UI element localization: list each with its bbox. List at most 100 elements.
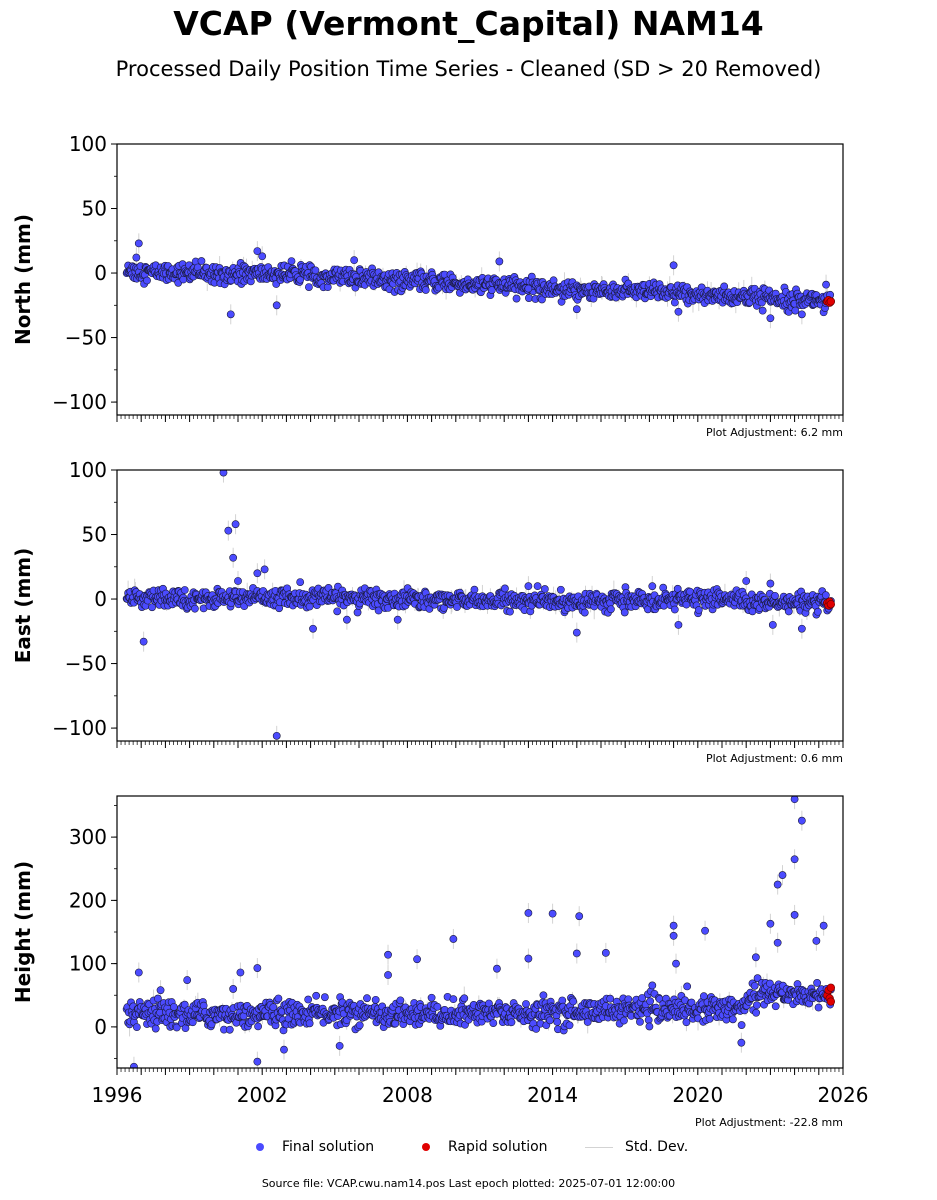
final-point <box>512 294 521 303</box>
y-tick-label: 0 <box>94 261 107 285</box>
final-point-outlier <box>272 731 281 740</box>
final-point <box>556 585 565 594</box>
final-point <box>333 607 342 616</box>
final-point-outlier <box>766 919 775 928</box>
final-point-outlier <box>493 964 501 973</box>
final-point-outlier <box>672 959 680 968</box>
final-point-outlier <box>778 871 787 879</box>
final-point-outlier <box>768 620 777 629</box>
final-point-outlier <box>797 816 806 825</box>
final-point-outlier <box>413 955 421 964</box>
final-point <box>580 608 589 617</box>
final-point-outlier <box>819 921 828 930</box>
final-point <box>533 582 542 591</box>
final-point <box>694 606 703 614</box>
final-point <box>813 607 822 616</box>
final-point <box>728 1015 737 1024</box>
final-point <box>565 1021 574 1030</box>
final-point <box>687 998 696 1007</box>
final-point <box>771 591 779 600</box>
final-point-outlier <box>766 314 775 323</box>
final-point <box>569 997 578 1006</box>
final-point-outlier <box>548 909 557 918</box>
final-point-outlier <box>751 953 760 962</box>
final-points <box>122 796 835 1068</box>
final-point <box>644 1016 653 1024</box>
final-point <box>421 286 430 294</box>
final-point <box>752 1001 761 1010</box>
final-point-outlier <box>773 938 782 947</box>
rapid-points <box>823 296 836 307</box>
final-point-outlier <box>701 926 709 935</box>
final-point <box>532 1024 541 1033</box>
final-point-outlier <box>253 569 262 578</box>
y-tick-label: 50 <box>82 197 107 221</box>
final-point <box>501 584 509 593</box>
final-point <box>180 586 189 594</box>
final-point <box>311 266 320 275</box>
panel-east: −100 −50 0 50 100 East (mm) Plot Adjustment: 0… <box>11 458 844 765</box>
y-tick-label: 100 <box>69 458 107 482</box>
x-tick-label: 2020 <box>672 1083 723 1107</box>
final-point <box>449 995 458 1004</box>
final-point-outlier <box>350 256 359 265</box>
final-point <box>648 981 657 990</box>
final-point <box>670 605 679 614</box>
std-dev-bars <box>129 796 832 1068</box>
final-point <box>305 283 313 291</box>
final-points <box>122 470 835 740</box>
final-point-outlier <box>669 261 678 270</box>
final-point <box>670 298 679 307</box>
final-point <box>538 295 546 304</box>
final-point <box>636 1018 644 1026</box>
final-point-outlier <box>524 582 533 591</box>
final-point <box>371 995 380 1004</box>
final-point-outlier <box>335 1041 344 1050</box>
final-point <box>180 1000 189 1009</box>
y-tick-label: 0 <box>94 1015 107 1039</box>
final-point-outlier <box>260 565 269 574</box>
final-point-outlier <box>130 1062 138 1068</box>
final-point-outlier <box>134 239 143 248</box>
final-point <box>507 1018 516 1027</box>
final-point <box>312 991 321 1000</box>
y-axis-label: North (mm) <box>11 214 35 345</box>
data-layer <box>122 796 836 1068</box>
final-point-outlier <box>495 257 504 266</box>
final-point <box>188 1018 197 1027</box>
final-point-outlier <box>601 948 610 957</box>
rapid-point <box>826 297 836 306</box>
final-point <box>750 981 759 990</box>
final-point-outlier <box>524 284 533 293</box>
final-point <box>813 979 822 987</box>
final-point-outlier <box>572 628 581 637</box>
legend-std: Std. Dev. <box>585 1136 688 1158</box>
final-point <box>363 994 371 1003</box>
plot-adjustment-note: Plot Adjustment: -22.8 mm <box>695 1116 843 1129</box>
final-point-outlier <box>393 615 402 624</box>
rapid-points <box>823 597 836 610</box>
final-point <box>296 578 305 586</box>
y-tick-label: −100 <box>52 716 107 740</box>
data-layer <box>122 233 836 329</box>
final-point <box>506 607 514 616</box>
final-point-outlier <box>229 985 238 993</box>
final-point-outlier <box>229 553 238 562</box>
final-point-outlier <box>384 950 392 959</box>
final-point-outlier <box>280 1045 288 1054</box>
final-point-outlier <box>139 637 148 646</box>
legend-final-marker <box>256 1143 264 1151</box>
final-point-outlier <box>236 968 245 977</box>
final-point-outlier <box>742 577 751 585</box>
final-point <box>645 1022 654 1031</box>
final-point <box>453 603 461 611</box>
final-point <box>758 306 767 315</box>
y-tick-label: 50 <box>82 523 107 547</box>
source-footer: Source file: VCAP.cwu.nam14.pos Last epo… <box>261 1177 676 1190</box>
final-point <box>320 993 329 1002</box>
rapid-point <box>826 600 836 609</box>
final-point-outlier <box>524 954 533 963</box>
final-point <box>287 257 296 265</box>
final-point <box>752 1008 761 1017</box>
final-point <box>460 994 469 1003</box>
